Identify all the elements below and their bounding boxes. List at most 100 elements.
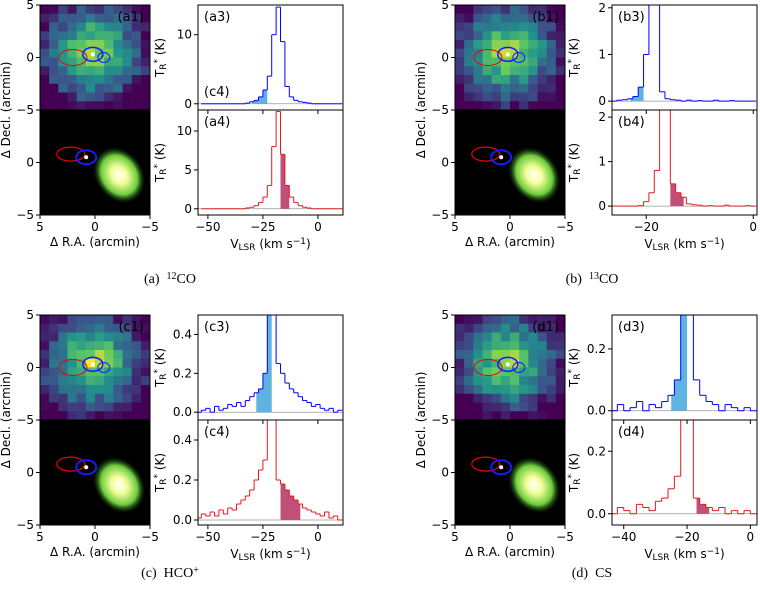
image-pixel — [58, 385, 68, 395]
image-pixel — [491, 393, 502, 403]
image-pixel — [473, 341, 483, 351]
x-tick-label: 0 — [749, 220, 757, 234]
image-pixel — [473, 393, 483, 403]
image-pixel — [49, 31, 59, 41]
image-pixel — [546, 57, 557, 67]
image-pixel — [131, 358, 142, 368]
image-pixel — [140, 92, 151, 102]
image-pixel — [95, 57, 105, 67]
y-tick-label: 0 — [441, 156, 449, 170]
x-axis-label-part: −1 — [707, 547, 720, 557]
image-pixel — [500, 13, 511, 23]
image-pixel — [49, 92, 59, 102]
y-tick-label: −5 — [431, 413, 449, 427]
x-axis-label-part: V — [644, 547, 653, 561]
contour — [75, 149, 98, 166]
image-pixel — [473, 31, 483, 41]
image-pixel — [491, 31, 502, 41]
image-pixel — [482, 75, 492, 85]
y-tick-label: 0.0 — [173, 405, 192, 419]
image-pixel — [510, 13, 520, 23]
image-pixel — [131, 323, 142, 333]
image-pixel — [519, 48, 529, 58]
image-pixel — [40, 411, 50, 421]
image-pixel — [85, 13, 96, 23]
image-pixel — [113, 350, 123, 360]
y-tick-label: −5 — [16, 518, 34, 532]
y-tick-label: 0 — [184, 202, 192, 216]
image-pixel — [519, 75, 529, 85]
y-axis-label-part: * — [567, 473, 577, 478]
image-pixel — [58, 358, 68, 368]
image-pixel — [49, 358, 59, 368]
image-pixel — [85, 402, 96, 412]
image-pixel — [95, 75, 105, 85]
step-riser — [616, 420, 751, 514]
image-pixel — [95, 385, 105, 395]
image-pixel — [510, 66, 520, 76]
image-pixel — [104, 367, 114, 377]
x-axis-label-part: LSR — [239, 553, 256, 563]
image-pixel — [122, 385, 132, 395]
image-pixel — [491, 22, 502, 32]
image-pixel — [482, 13, 492, 23]
image-pixel — [537, 101, 547, 111]
image-pixel — [58, 66, 68, 76]
x-axis-label-part: V — [230, 237, 239, 251]
image-pixel — [104, 75, 114, 85]
image-pixel — [131, 66, 142, 76]
image-pixel — [491, 101, 502, 111]
image-pixel — [491, 367, 502, 377]
image-pixel — [40, 385, 50, 395]
x-tick-label: −20 — [674, 530, 699, 544]
x-axis-label: Δ R.A. (arcmin) — [50, 235, 140, 249]
image-pixel — [464, 402, 474, 412]
caption: (b) 13CO — [566, 271, 619, 287]
x-tick-label: −50 — [195, 530, 220, 544]
image-pixel — [104, 83, 114, 93]
x-tick-label: 0 — [747, 530, 755, 544]
image-pixel — [455, 75, 465, 85]
x-tick-label: 5 — [451, 220, 459, 234]
image-pixel — [67, 5, 77, 15]
contour — [490, 149, 513, 166]
image-pixel — [555, 40, 566, 50]
x-axis-label-part: LSR — [653, 553, 670, 563]
image-pixel — [40, 83, 50, 93]
image-pixel — [104, 358, 114, 368]
image-pixel — [104, 31, 114, 41]
image-tag: (a1) — [118, 10, 144, 25]
star-marker — [90, 52, 95, 57]
image-pixel — [482, 57, 492, 67]
y-axis-label-part: R — [573, 478, 583, 484]
image-pixel — [464, 376, 474, 386]
plot-area — [612, 420, 757, 515]
image-pixel — [491, 376, 502, 386]
image-pixel — [140, 48, 151, 58]
image-pixel — [500, 393, 511, 403]
image-pixel — [473, 101, 483, 111]
image-pixel — [546, 376, 557, 386]
image-pixel — [537, 385, 547, 395]
plot-area — [612, 315, 757, 412]
image-pixel — [464, 83, 474, 93]
image-pixel — [510, 332, 520, 342]
image-pixel — [131, 385, 142, 395]
caption-space — [582, 272, 589, 287]
image-pixel — [455, 350, 465, 360]
y-axis-label: TR* (K) — [567, 348, 583, 388]
image-pixel — [104, 101, 114, 111]
image-pixel — [40, 92, 50, 102]
image-pixel — [528, 57, 538, 67]
image-pixel — [519, 376, 529, 386]
image-pixel — [555, 376, 566, 386]
contour — [497, 356, 519, 373]
y-tick-label: 0.4 — [173, 433, 192, 447]
image-pixel — [519, 40, 529, 50]
image-pixel — [464, 13, 474, 23]
image-pixel — [122, 393, 132, 403]
image-pixel — [491, 92, 502, 102]
image-pixel — [40, 341, 50, 351]
image-pixel — [473, 13, 483, 23]
